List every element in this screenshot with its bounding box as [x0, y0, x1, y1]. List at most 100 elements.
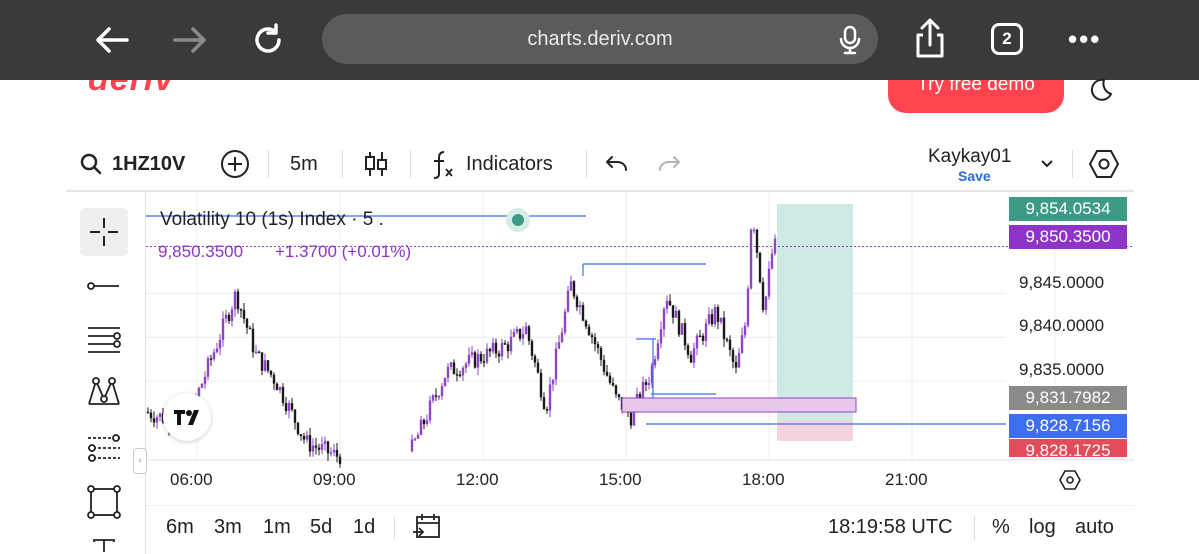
candle-body	[146, 411, 150, 414]
candle-body	[269, 370, 273, 375]
legend-title[interactable]: Volatility 10 (1s) Index · 5 .	[160, 209, 384, 230]
candle-body	[221, 318, 225, 340]
utc-clock[interactable]: 18:19:58 UTC	[828, 516, 953, 538]
reload-icon[interactable]	[248, 20, 288, 60]
candle-body	[212, 352, 216, 360]
tradingview-logo[interactable]	[163, 393, 211, 441]
candle-body	[584, 320, 588, 327]
candle-body	[593, 337, 597, 345]
period-6m[interactable]: 6m	[166, 516, 194, 538]
line-tool[interactable]	[80, 262, 128, 310]
period-5d[interactable]: 5d	[310, 516, 333, 538]
tabs-button[interactable]: 2	[991, 23, 1023, 55]
rectangle-tool[interactable]	[80, 478, 128, 526]
log-scale-toggle[interactable]: log	[1029, 516, 1056, 538]
candle-body	[275, 383, 279, 391]
candle-body	[599, 347, 603, 360]
candle-body	[770, 253, 774, 269]
microphone-icon[interactable]	[838, 25, 862, 60]
text-tool[interactable]	[80, 532, 128, 554]
axis-settings-icon[interactable]	[1058, 469, 1082, 496]
settings-button[interactable]	[1088, 138, 1120, 190]
candle-body	[218, 339, 222, 349]
search-icon	[80, 153, 102, 175]
candle-body	[431, 395, 435, 401]
candle-body	[533, 355, 537, 363]
candle-body	[557, 342, 561, 349]
candle-body	[425, 420, 429, 425]
moon-icon[interactable]	[1084, 74, 1114, 109]
fibonacci-tool[interactable]	[80, 424, 128, 472]
indicators-button[interactable]: Indicators	[430, 138, 553, 190]
channel-tool[interactable]	[80, 316, 128, 364]
y-tick-label: 9,840.0000	[1019, 316, 1105, 335]
candle-body	[542, 397, 546, 410]
more-menu-icon[interactable]: •••	[1068, 24, 1102, 54]
collapse-sidebar-button[interactable]: ‹	[133, 448, 147, 474]
redo-button[interactable]	[658, 138, 682, 190]
redo-icon	[659, 156, 680, 171]
candle-body	[260, 352, 264, 371]
candle-body	[203, 376, 207, 384]
candle-body	[680, 323, 684, 335]
candle-body	[587, 326, 591, 336]
period-1m[interactable]: 1m	[263, 516, 291, 538]
candle-body	[227, 314, 231, 322]
candle-body	[539, 372, 543, 398]
period-3m[interactable]: 3m	[214, 516, 242, 538]
candle-body	[644, 382, 648, 385]
candle-body	[437, 396, 441, 398]
candle-body	[290, 403, 294, 410]
candle-body	[551, 379, 555, 385]
candle-body	[197, 387, 201, 397]
price-chart[interactable]	[146, 192, 1134, 506]
take-profit-price-tag: 9,854.0534	[1009, 197, 1127, 221]
candle-body	[737, 352, 741, 368]
share-icon[interactable]	[912, 18, 948, 65]
candle-body	[617, 394, 621, 398]
forward-icon[interactable]	[170, 20, 210, 60]
interval-selector[interactable]: 5m	[290, 152, 318, 175]
candle-body	[446, 366, 450, 378]
candle-body	[758, 252, 762, 283]
chevron-down-icon[interactable]	[1040, 156, 1054, 174]
divider	[974, 516, 975, 540]
address-bar[interactable]: charts.deriv.com	[322, 14, 878, 64]
candle-body	[746, 288, 750, 326]
try-free-demo-button[interactable]: Try free demo	[888, 80, 1064, 113]
candle-body	[419, 419, 423, 435]
candle-body	[248, 327, 252, 330]
candle-body	[689, 354, 693, 363]
text-icon	[93, 539, 115, 552]
candle-body	[458, 374, 462, 377]
undo-icon	[606, 156, 627, 171]
candle-body	[209, 358, 213, 360]
candle-body	[278, 386, 282, 391]
symbol-selector[interactable]: 1HZ10V	[80, 138, 185, 190]
period-1d[interactable]: 1d	[353, 516, 376, 538]
candle-body	[152, 418, 156, 423]
candle-body	[524, 326, 528, 335]
save-link[interactable]: Save	[958, 168, 991, 184]
candle-body	[158, 413, 162, 418]
candle-body	[506, 344, 510, 352]
undo-button[interactable]	[604, 138, 628, 190]
candle-body	[263, 360, 267, 371]
crosshair-tool[interactable]	[80, 208, 128, 256]
pattern-tool[interactable]	[80, 368, 128, 416]
go-to-date-button[interactable]	[412, 512, 442, 547]
candle-body	[308, 435, 312, 452]
add-symbol-button[interactable]	[220, 138, 250, 190]
deriv-logo[interactable]: deriv	[88, 80, 192, 96]
back-icon[interactable]	[92, 20, 132, 60]
account-name[interactable]: Kaykay01	[928, 146, 1012, 167]
percent-scale-toggle[interactable]: %	[992, 516, 1010, 538]
chart-type-button[interactable]	[364, 138, 388, 190]
candle-body	[659, 329, 663, 344]
hexagon-settings-icon	[1088, 150, 1120, 178]
candle-body	[287, 403, 291, 412]
auto-scale-toggle[interactable]: auto	[1075, 516, 1114, 538]
demand-zone-rectangle	[621, 397, 857, 413]
candle-body	[611, 382, 615, 386]
candle-body	[545, 409, 549, 411]
